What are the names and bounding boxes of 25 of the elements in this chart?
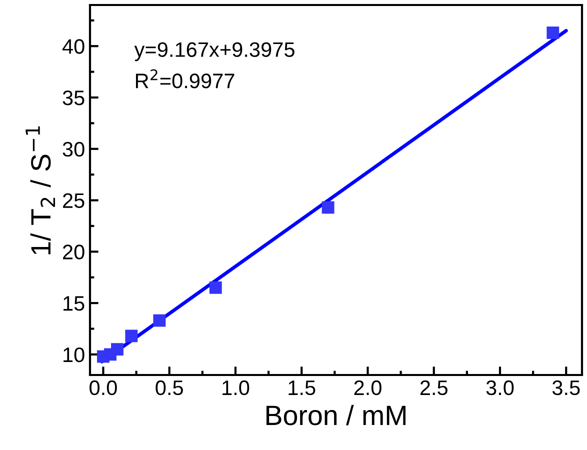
annotation: y=9.167x+9.3975 — [134, 42, 294, 62]
y-tick-label: 30 — [62, 142, 84, 157]
y-axis-title: 1/ T$_{2}$ / S$^{−1}$ — [26, 126, 56, 254]
point — [546, 26, 560, 39]
point — [125, 330, 138, 342]
x-tick-label: 1.0 — [222, 380, 250, 396]
point — [209, 281, 222, 294]
x-tick-label: 3.0 — [486, 380, 514, 396]
x-tick-label: 2.5 — [420, 380, 448, 396]
point — [153, 314, 166, 327]
x-tick-label: 0.0 — [90, 380, 117, 396]
y-tick-label: 40 — [62, 39, 84, 54]
x-axis-title: Boron / mM — [266, 404, 406, 426]
y-tick-label: 35 — [62, 90, 84, 106]
y-tick-label: 10 — [64, 347, 84, 362]
y-tick-label: 25 — [63, 193, 84, 208]
x-tick-label: 0.5 — [156, 380, 183, 396]
annotation: R$^{2}$=0.9977 — [136, 69, 234, 88]
x-tick-label: 3.5 — [552, 380, 580, 396]
y-tick-label: 20 — [63, 244, 84, 260]
point — [111, 343, 124, 356]
x-tick-label: 1.5 — [288, 380, 316, 396]
point — [322, 201, 334, 214]
y-tick-label: 15 — [64, 296, 84, 311]
x-tick-label: 2.0 — [354, 380, 382, 396]
